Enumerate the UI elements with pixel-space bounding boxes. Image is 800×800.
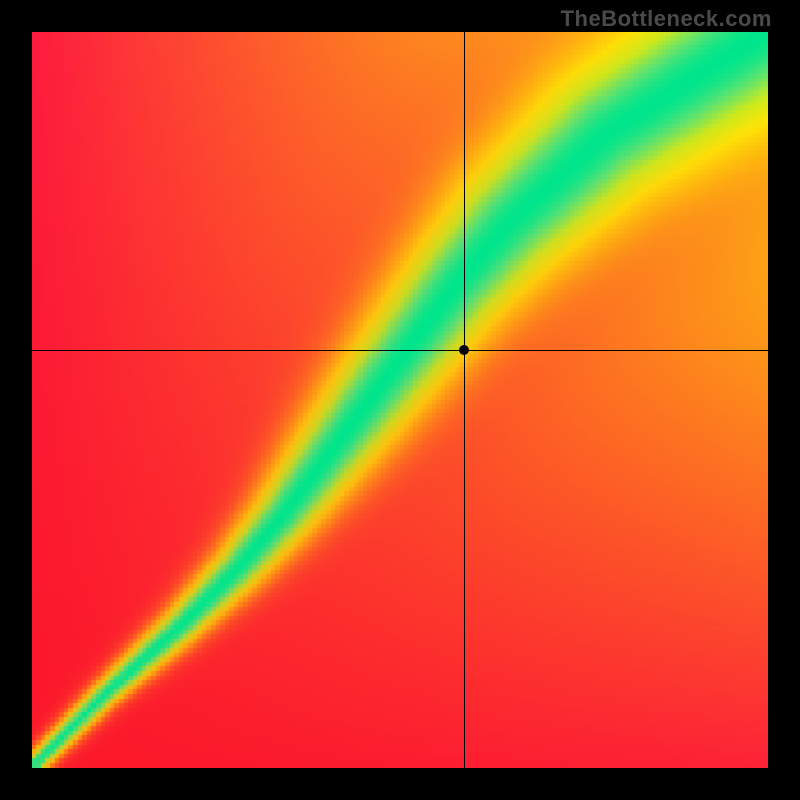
intersection-marker [459,345,469,355]
watermark-text: TheBottleneck.com [561,6,772,32]
crosshair-vertical [464,32,465,768]
crosshair-horizontal [32,350,768,351]
chart-container: TheBottleneck.com [0,0,800,800]
heatmap-canvas [32,32,768,768]
plot-area [32,32,768,768]
